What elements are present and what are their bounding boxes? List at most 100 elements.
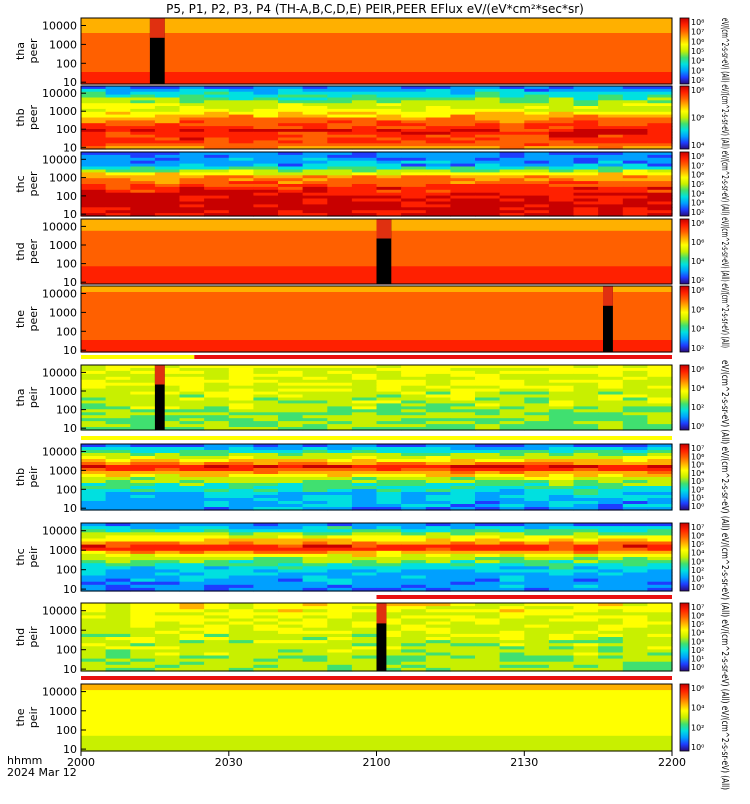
spectrogram-cell	[253, 652, 279, 657]
spectrogram-cell	[253, 382, 279, 387]
spectrogram-cell	[302, 468, 328, 472]
spectrogram-cell	[376, 140, 402, 144]
spectrogram-cell	[499, 612, 525, 616]
spectrogram-cell	[81, 394, 107, 399]
spectrogram-cell	[105, 120, 131, 124]
spectrogram-cell	[499, 649, 525, 654]
spectrogram-cell	[351, 394, 378, 399]
spectrogram-band	[81, 27, 672, 31]
spectrogram-cell	[278, 471, 304, 475]
spectrogram-cell	[105, 532, 131, 536]
spectrogram-cell	[376, 587, 402, 592]
spectrogram-cell	[573, 532, 599, 536]
y-tick-label: 10000	[42, 366, 77, 379]
spectrogram-cell	[450, 498, 476, 502]
spectrogram-cell	[499, 618, 525, 623]
spectrogram-cell	[327, 103, 353, 107]
spectrogram-cell	[228, 532, 254, 536]
colorbar-tick-label: 10²	[691, 566, 704, 575]
spectrogram-cell	[278, 550, 304, 555]
spectrogram-cell	[105, 547, 131, 552]
colorbar-tick-label: 10⁰	[691, 583, 704, 592]
colorbar-tick-label: 10²	[691, 723, 704, 732]
spectrogram-cell	[351, 661, 378, 666]
spectrogram-cell	[548, 373, 575, 378]
spectrogram-cell	[401, 532, 427, 536]
spectrogram-cell	[475, 640, 501, 644]
colorbar-tick-label: 10⁰	[691, 663, 704, 672]
spectrogram-cell	[154, 373, 181, 378]
spectrogram-cell	[81, 213, 107, 217]
spectrogram-cell	[278, 406, 304, 410]
spectrogram-cell	[154, 123, 181, 127]
spectrogram-cell	[598, 394, 624, 399]
spectrogram-cell	[573, 421, 599, 425]
spectrogram-cell	[327, 444, 353, 448]
spectrogram-cell	[524, 661, 550, 666]
spectrogram-cell	[228, 553, 254, 558]
spectrogram-cell	[154, 207, 181, 211]
spectrogram-cell	[450, 175, 476, 179]
spectrogram-cell	[425, 134, 451, 139]
spectrogram-cell	[278, 538, 304, 543]
spectrogram-cell	[647, 154, 673, 159]
spectrogram-cell	[425, 480, 451, 484]
spectrogram-cell	[179, 157, 205, 162]
spectrogram-cell	[278, 609, 304, 613]
spectrogram-cell	[327, 507, 353, 511]
spectrogram-cell	[647, 529, 673, 533]
spectrogram-cell	[524, 544, 550, 549]
spectrogram-cell	[130, 637, 156, 641]
spectrogram-cell	[253, 538, 279, 543]
colorbar-tick-label: 10⁶	[691, 684, 704, 693]
spectrogram-cell	[475, 97, 501, 101]
spectrogram-cell	[376, 453, 402, 457]
spectrogram-cell	[524, 134, 550, 139]
spectrogram-cell	[647, 213, 673, 217]
spectrogram-cell	[524, 504, 550, 508]
spectrogram-cell	[130, 633, 156, 638]
spectrogram-cell	[425, 181, 451, 185]
spectrogram-cell	[278, 421, 304, 425]
spectrogram-cell	[573, 418, 599, 422]
spectrogram-cell	[499, 143, 525, 147]
colorbar-tick-label: 10⁸	[691, 219, 704, 228]
spectrogram-cell	[154, 403, 181, 407]
spectrogram-cell	[105, 123, 131, 127]
spectrogram-cell	[302, 572, 328, 577]
spectrogram-cell	[302, 529, 328, 533]
spectrogram-cell	[450, 618, 476, 623]
spectrogram-cell	[450, 103, 476, 107]
spectrogram-cell	[425, 606, 451, 610]
spectrogram-cell	[499, 655, 525, 660]
spectrogram-cell	[647, 198, 673, 202]
spectrogram-cell	[179, 140, 205, 144]
spectrogram-cell	[598, 100, 624, 104]
spectrogram-cell	[105, 529, 131, 533]
spectrogram-cell	[598, 447, 624, 451]
spectrogram-cell	[204, 129, 230, 133]
spectrogram-cell	[524, 157, 550, 162]
spectrogram-cell	[327, 658, 353, 663]
spectrogram-cell	[278, 529, 304, 533]
spectrogram-cell	[425, 444, 451, 448]
spectrogram-cell	[475, 192, 501, 197]
spectrogram-cell	[228, 627, 254, 632]
spectrogram-cell	[622, 415, 648, 419]
spectrogram-cell	[548, 172, 575, 176]
spectrogram-cell	[524, 621, 550, 626]
spectrogram-cell	[302, 120, 328, 124]
spectrogram-cell	[302, 459, 328, 463]
spectrogram-cell	[524, 114, 550, 119]
spectrogram-cell	[327, 655, 353, 660]
spectrogram-cell	[524, 550, 550, 555]
spectrogram-cell	[425, 385, 451, 390]
spectrogram-cell	[524, 175, 550, 179]
spectrogram-cell	[228, 201, 254, 205]
spectrogram-cell	[302, 535, 328, 540]
spectrogram-cell	[376, 379, 402, 384]
spectrogram-cell	[524, 498, 550, 502]
spectrogram-cell	[475, 553, 501, 558]
panel-label-product: peir	[27, 626, 40, 648]
spectrogram-cell	[622, 134, 648, 139]
